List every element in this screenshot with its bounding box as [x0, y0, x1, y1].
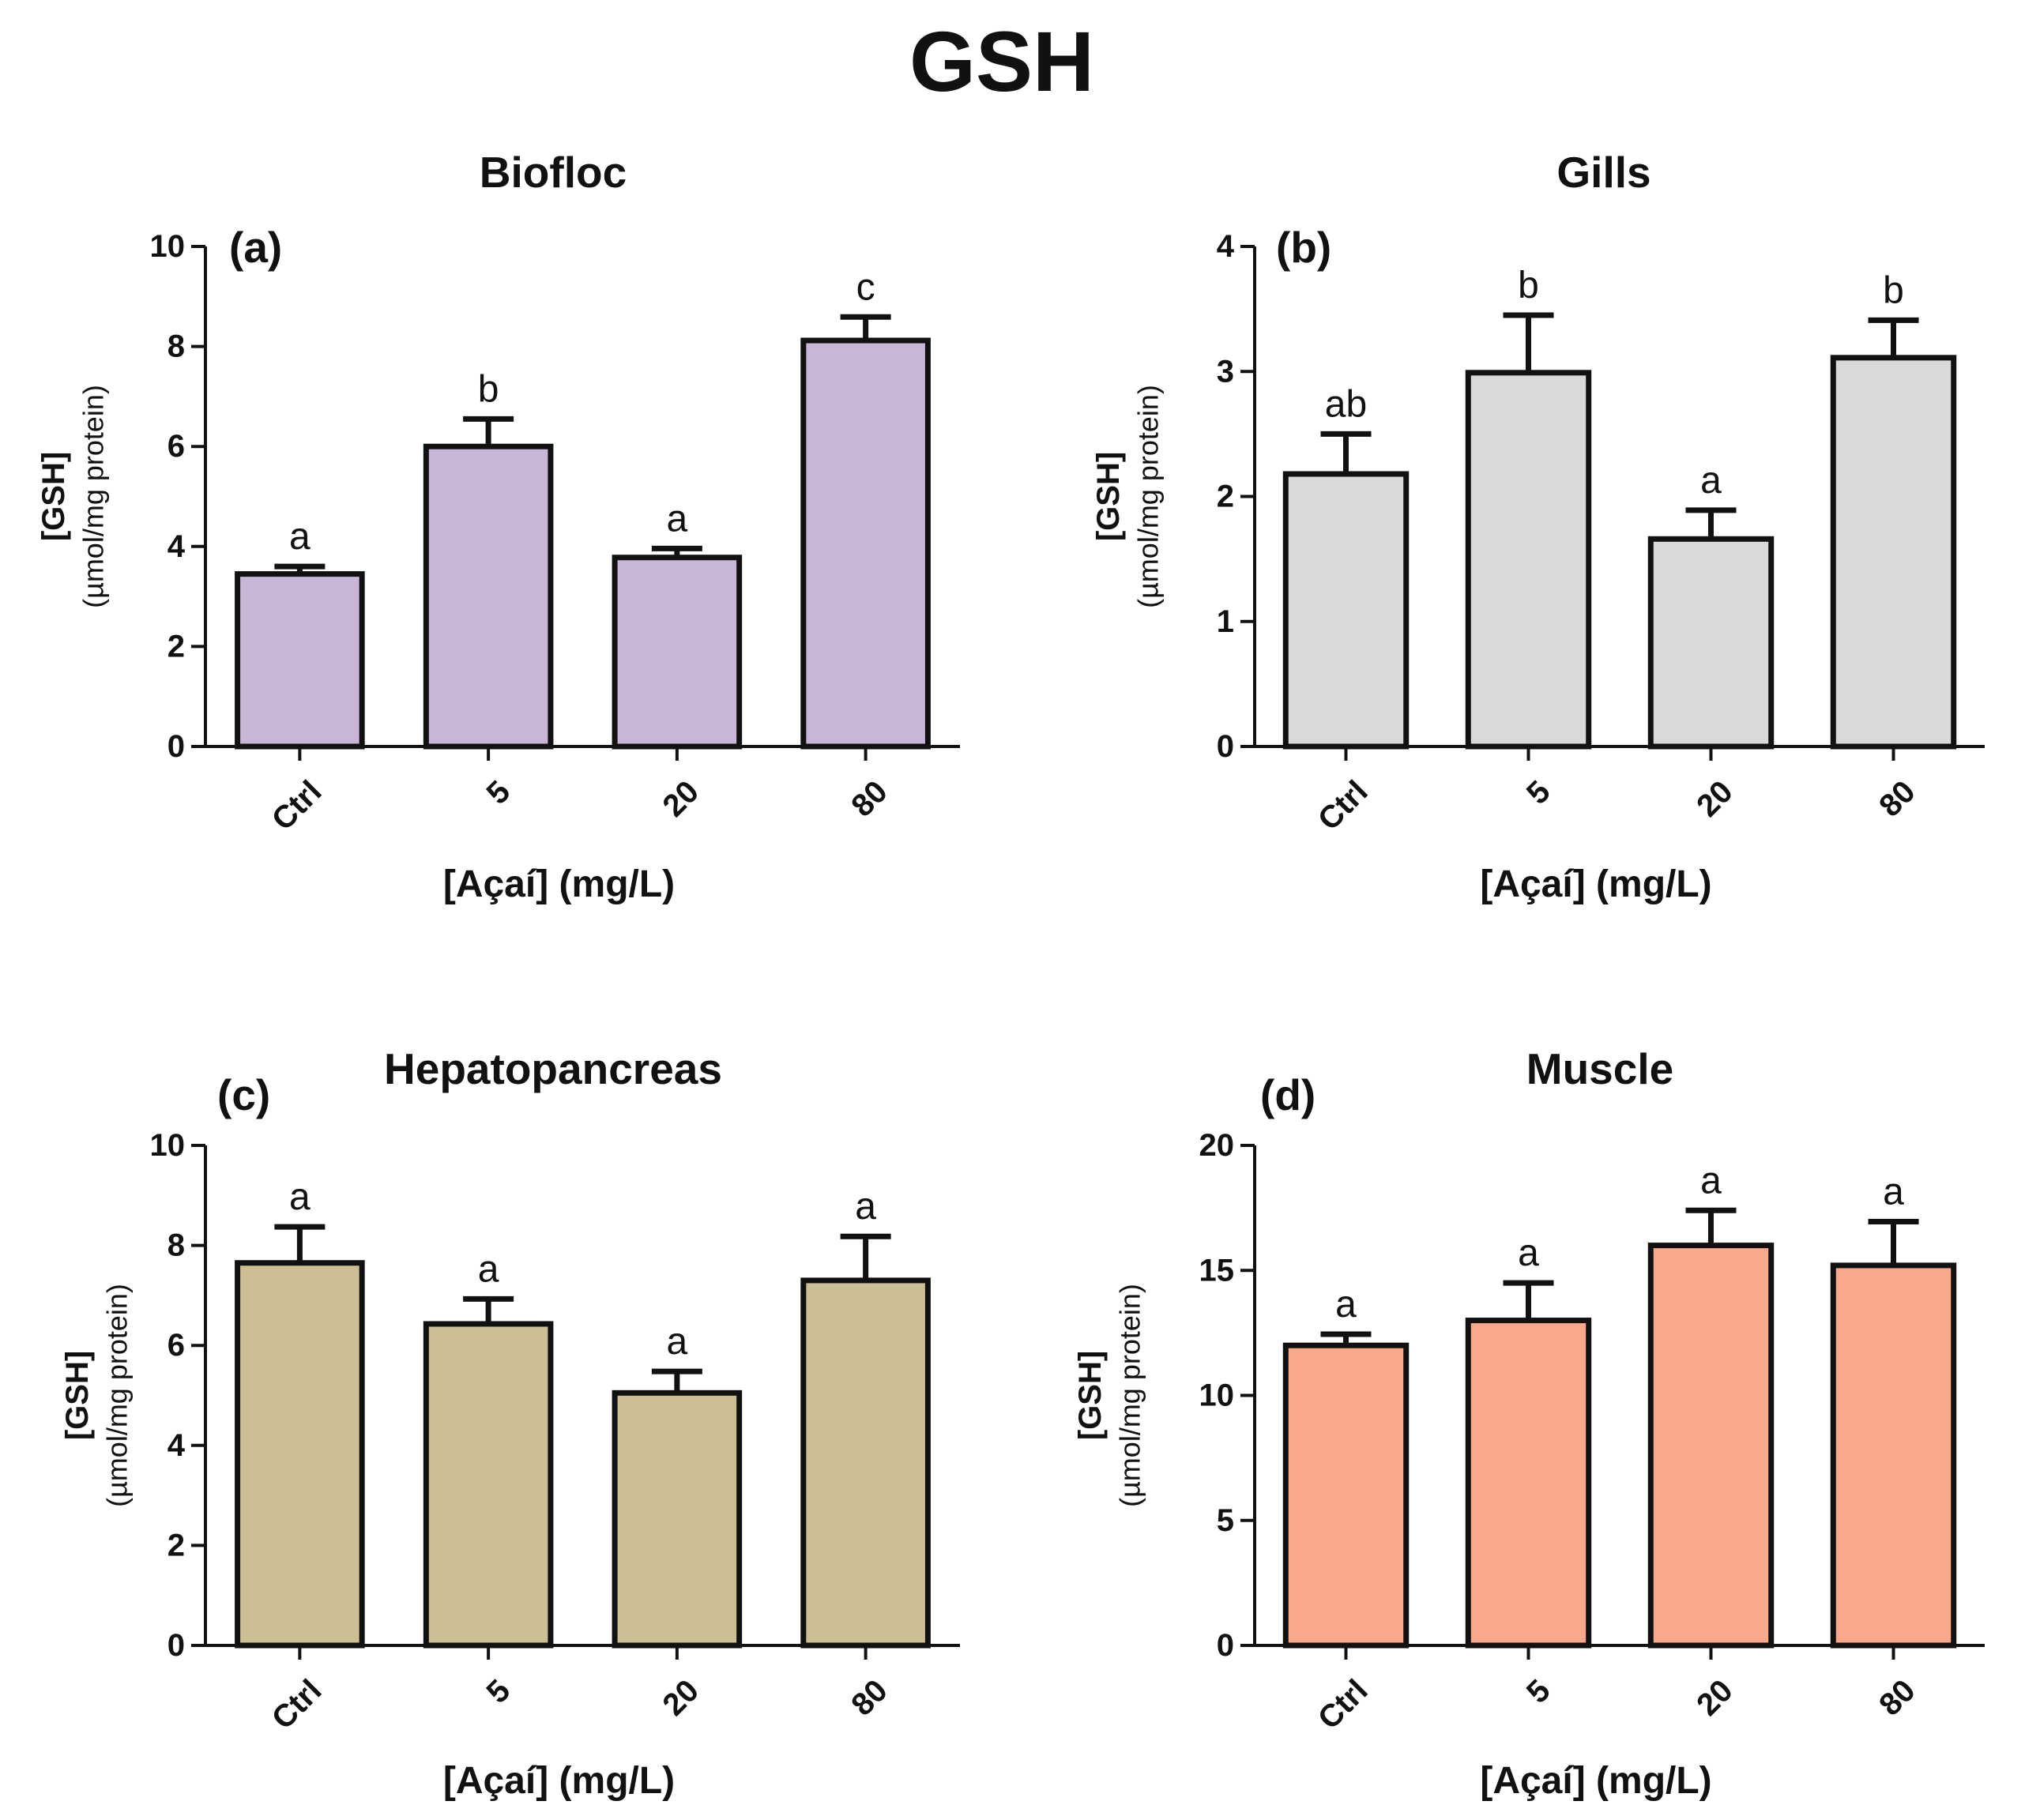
- x-tick-label: Ctrl: [1312, 1673, 1375, 1736]
- significance-label: a: [1883, 1171, 1904, 1213]
- chart-panel-3: Muscle (d) a Ctrl a 5 a 20 a 80 0 5 10 15 20 [GSH] (µmol…: [1073, 1044, 1985, 1802]
- bar: [1647, 536, 1775, 750]
- bar: [235, 1260, 365, 1649]
- y-axis-label: [GSH]: [1091, 452, 1126, 541]
- y-axis-unit-label: (µmol/mg protein): [77, 385, 110, 608]
- bar: [800, 1277, 931, 1649]
- y-tick-label: 6: [167, 429, 185, 464]
- significance-label: a: [855, 1186, 876, 1228]
- y-tick-label: 0: [1217, 729, 1234, 764]
- y-axis-unit-label: (µmol/mg protein): [101, 1284, 134, 1507]
- y-tick-label: 3: [1217, 354, 1234, 389]
- figure-title: GSH: [909, 13, 1094, 109]
- y-axis-label: [GSH]: [36, 452, 71, 541]
- chart-panel-1: Gills (b) ab Ctrl b 5 a 20 b 80 0 1 2 3 4 [GSH] (µmol/mg…: [1091, 148, 1985, 905]
- y-axis-label: [GSH]: [60, 1351, 95, 1440]
- bar: [1282, 471, 1410, 750]
- bar: [612, 1389, 743, 1649]
- x-tick-label: 20: [1690, 774, 1740, 824]
- panel-title: Muscle: [1526, 1044, 1673, 1093]
- significance-label: a: [667, 1321, 688, 1363]
- bar: [423, 1321, 554, 1649]
- y-tick-label: 2: [1217, 479, 1234, 514]
- y-tick-label: 2: [167, 1528, 185, 1562]
- panel-title: Hepatopancreas: [384, 1044, 722, 1093]
- y-axis-unit-label: (µmol/mg protein): [1114, 1284, 1146, 1507]
- x-tick-label: 20: [656, 774, 706, 824]
- panel-label: (b): [1276, 223, 1331, 272]
- x-tick-label: 5: [480, 1673, 517, 1710]
- significance-label: a: [1700, 1160, 1722, 1201]
- x-tick-label: 80: [845, 1673, 894, 1723]
- panel-label: (c): [217, 1070, 270, 1119]
- x-axis-label: [Açaí] (mg/L): [1480, 863, 1711, 905]
- y-tick-label: 4: [1217, 229, 1235, 264]
- x-tick-label: 20: [656, 1673, 706, 1723]
- x-tick-label: Ctrl: [265, 774, 329, 837]
- significance-label: a: [289, 516, 311, 558]
- bar: [235, 571, 365, 750]
- y-tick-label: 10: [1199, 1378, 1235, 1413]
- significance-label: b: [1883, 269, 1904, 311]
- y-tick-label: 0: [167, 729, 185, 764]
- panel-label: (d): [1260, 1070, 1315, 1119]
- x-tick-label: 5: [1520, 774, 1557, 811]
- x-tick-label: Ctrl: [1312, 774, 1375, 837]
- panel-label: (a): [229, 223, 282, 272]
- y-tick-label: 2: [167, 629, 185, 664]
- significance-label: b: [1518, 265, 1539, 306]
- bar: [612, 555, 743, 750]
- x-tick-label: 80: [1873, 1673, 1922, 1723]
- x-tick-label: Ctrl: [265, 1673, 329, 1736]
- y-tick-label: 8: [167, 1228, 185, 1263]
- significance-label: a: [478, 1248, 499, 1290]
- bar: [1465, 370, 1592, 750]
- significance-label: a: [1700, 460, 1722, 502]
- significance-label: a: [1335, 1284, 1357, 1326]
- x-tick-label: 80: [845, 774, 894, 824]
- y-tick-label: 0: [1217, 1628, 1234, 1663]
- y-tick-label: 0: [167, 1628, 185, 1663]
- panel-title: Gills: [1556, 148, 1650, 197]
- y-axis-unit-label: (µmol/mg protein): [1132, 385, 1165, 608]
- x-axis-label: [Açaí] (mg/L): [1480, 1760, 1711, 1802]
- significance-label: a: [1518, 1232, 1539, 1274]
- chart-panel-2: Hepatopancreas (c) a Ctrl a 5 a 20 a 80 0 2 4 6 8 10 [GS…: [60, 1044, 960, 1802]
- y-tick-label: 6: [167, 1328, 185, 1363]
- bar: [423, 443, 554, 750]
- y-tick-label: 20: [1199, 1128, 1235, 1163]
- bar: [1465, 1318, 1592, 1649]
- significance-label: b: [478, 368, 499, 410]
- y-tick-label: 5: [1217, 1503, 1234, 1538]
- y-tick-label: 8: [167, 329, 185, 364]
- significance-label: ab: [1325, 383, 1367, 425]
- bar: [800, 337, 931, 750]
- bar: [1282, 1342, 1410, 1649]
- significance-label: a: [289, 1176, 311, 1218]
- bar: [1830, 1262, 1957, 1649]
- y-tick-label: 1: [1217, 604, 1234, 639]
- bar: [1830, 355, 1957, 750]
- y-tick-label: 4: [167, 1428, 186, 1463]
- x-tick-label: 5: [1520, 1673, 1557, 1710]
- panel-title: Biofloc: [480, 148, 627, 197]
- bar: [1647, 1243, 1775, 1649]
- significance-label: c: [856, 266, 875, 308]
- y-tick-label: 15: [1199, 1253, 1235, 1288]
- chart-panel-0: Biofloc (a) a Ctrl b 5 a 20 c 80 0 2 4 6 8 10 [GSH] (µmol…: [36, 148, 960, 905]
- y-tick-label: 10: [150, 1128, 186, 1163]
- x-axis-label: [Açaí] (mg/L): [443, 1760, 675, 1802]
- y-axis-label: [GSH]: [1073, 1351, 1108, 1440]
- y-tick-label: 10: [150, 229, 186, 264]
- x-tick-label: 5: [480, 774, 517, 811]
- x-tick-label: 80: [1873, 774, 1922, 824]
- y-tick-label: 4: [167, 529, 186, 564]
- significance-label: a: [667, 498, 688, 540]
- x-axis-label: [Açaí] (mg/L): [443, 863, 675, 905]
- x-tick-label: 20: [1690, 1673, 1740, 1723]
